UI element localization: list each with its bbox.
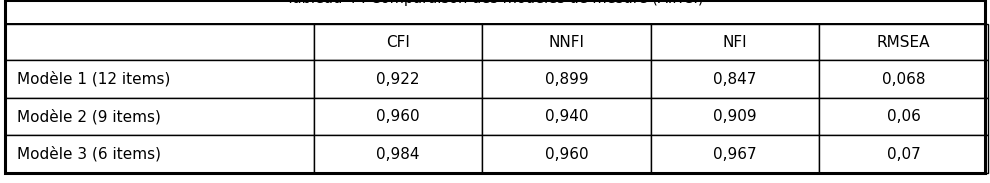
Bar [820,98,988,135]
Text: 0,07: 0,07 [887,147,921,162]
Text: Modèle 2 (9 items): Modèle 2 (9 items) [17,109,160,124]
Bar [650,60,820,98]
Text: 0,960: 0,960 [376,109,420,124]
Bar [482,24,650,60]
Text: Tableau 4 : Comparaison des modèles de mesure (A.F.C.): Tableau 4 : Comparaison des modèles de m… [286,0,704,6]
Text: 0,922: 0,922 [376,72,420,87]
Bar [650,135,820,173]
Bar [314,135,482,173]
Bar [482,60,650,98]
Bar [314,60,482,98]
Text: Modèle 3 (6 items): Modèle 3 (6 items) [17,146,160,162]
Bar [5,60,314,98]
Text: 0,960: 0,960 [544,147,588,162]
Bar [5,0,985,24]
Bar [314,98,482,135]
Bar [5,135,314,173]
Text: CFI: CFI [386,35,410,50]
Text: 0,899: 0,899 [544,72,588,87]
Text: 0,06: 0,06 [887,109,921,124]
Bar [820,60,988,98]
Bar [650,24,820,60]
Text: Modèle 1 (12 items): Modèle 1 (12 items) [17,71,170,87]
Text: 0,847: 0,847 [714,72,756,87]
Bar [482,98,650,135]
Bar [5,24,985,60]
Text: NNFI: NNFI [548,35,584,50]
Bar [5,98,314,135]
Text: 0,940: 0,940 [544,109,588,124]
Text: RMSEA: RMSEA [877,35,931,50]
Text: NFI: NFI [723,35,747,50]
Bar [314,24,482,60]
Text: 0,984: 0,984 [376,147,420,162]
Text: 0,967: 0,967 [714,147,757,162]
Bar [820,24,988,60]
Bar [820,135,988,173]
Bar [5,24,314,60]
Text: 0,068: 0,068 [882,72,926,87]
Bar [482,135,650,173]
Bar [650,98,820,135]
Text: 0,909: 0,909 [714,109,757,124]
